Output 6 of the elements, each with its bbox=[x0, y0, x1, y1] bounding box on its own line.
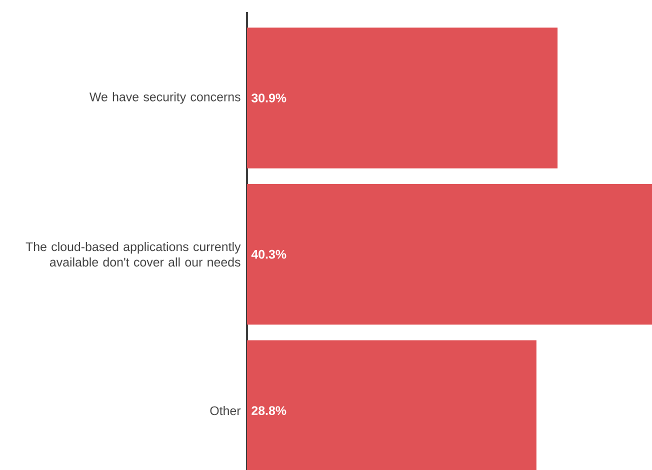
y-tick-label: Other bbox=[210, 406, 241, 416]
data-label: 30.9% bbox=[251, 94, 286, 102]
y-tick-label: The cloud-based applications currently available don't cover all our needs bbox=[26, 242, 241, 267]
data-label: 40.3% bbox=[251, 250, 286, 259]
y-tick-label: We have security concerns bbox=[90, 92, 240, 104]
data-label: 28.8% bbox=[252, 406, 286, 416]
